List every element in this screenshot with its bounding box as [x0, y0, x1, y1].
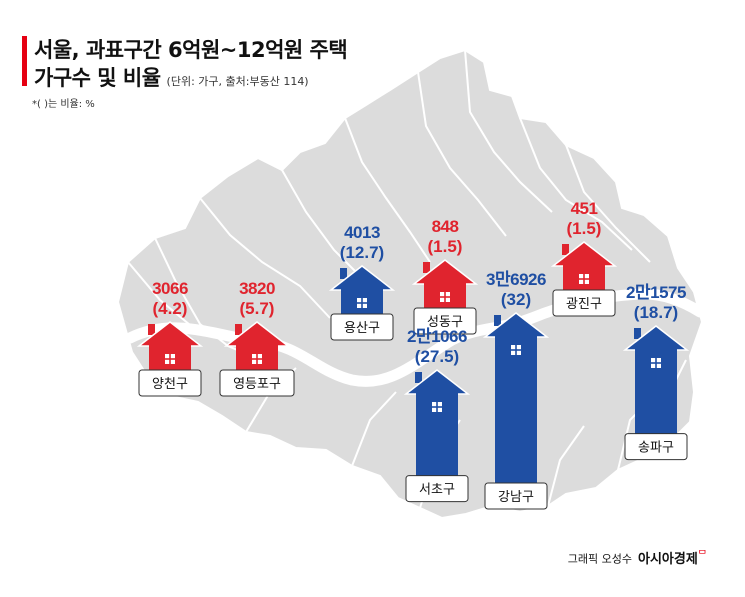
house-bar-group: 848(1.5) 성동구	[411, 217, 479, 335]
house-chimney	[562, 244, 569, 255]
house-chimney	[415, 372, 422, 383]
ratio-label: (32)	[501, 290, 531, 309]
value-label: 3066	[152, 279, 188, 298]
category-label: 서초구	[419, 483, 455, 498]
category-label-box	[552, 289, 616, 317]
category-label-box	[413, 307, 477, 335]
ratio-note: *( )는 비율: %	[32, 99, 95, 110]
house-bar-group: 2만1066(27.5) 서초구	[403, 327, 471, 503]
house-chimney	[148, 324, 155, 335]
brand-mark: ᄆ	[697, 550, 707, 562]
house-bar-group: 4013(12.7) 용산구	[328, 223, 396, 341]
category-label: 성동구	[427, 315, 463, 330]
house-chimney	[634, 328, 641, 339]
chart-marks: 3066(4.2) 양천구 3820(5.7) 영등포구 4013(12.7) 용산구 84…	[136, 199, 690, 510]
ratio-label: (5.7)	[240, 299, 275, 318]
category-label-box	[624, 433, 688, 461]
category-label: 광진구	[566, 297, 602, 312]
house-chimney	[423, 262, 430, 273]
value-label: 4013	[344, 223, 380, 242]
category-label-box	[484, 482, 548, 510]
house-bar	[495, 336, 537, 487]
category-label: 송파구	[638, 441, 674, 456]
house-bar-group: 451(1.5) 광진구	[550, 199, 618, 317]
chart-subtitle-line: 가구수 및 비율 (단위: 가구, 출처:부동산 114)	[34, 62, 309, 92]
value-label: 3만6926	[486, 270, 546, 289]
category-label: 용산구	[344, 321, 380, 336]
chart-title: 서울, 과표구간 6억원~12억원 주택	[34, 38, 348, 62]
category-label-box	[219, 369, 295, 397]
ratio-label: (1.5)	[567, 219, 602, 238]
ratio-label: (18.7)	[634, 303, 678, 322]
category-label-box	[138, 369, 202, 397]
credit-text: 그래픽 오성수	[567, 553, 632, 566]
seoul-map	[116, 48, 706, 520]
value-label: 848	[432, 217, 459, 236]
seoul-district-map	[116, 48, 704, 520]
value-label: 2만1066	[407, 327, 467, 346]
house-bar-group: 3만6926(32) 강남구	[482, 270, 550, 510]
house-bar-group: 2만1575(18.7) 송파구	[622, 283, 690, 461]
chart-title-2: 가구수 및 비율	[34, 66, 161, 90]
house-chimney	[235, 324, 242, 335]
category-label-box	[405, 475, 469, 503]
category-label: 강남구	[498, 490, 534, 505]
ratio-label: (27.5)	[415, 347, 459, 366]
unit-source-label: (단위: 가구, 출처:부동산 114)	[166, 75, 309, 88]
brand-logo: 아시아경제	[637, 552, 698, 567]
value-label: 2만1575	[626, 283, 686, 302]
house-chimney	[494, 315, 501, 326]
credit: 그래픽 오성수 아시아경제ᄆ	[568, 546, 707, 567]
category-label: 양천구	[152, 377, 188, 392]
ratio-label: (12.7)	[340, 243, 384, 262]
category-label: 영등포구	[233, 377, 281, 392]
title-accent-bar	[22, 36, 27, 86]
ratio-label: (4.2)	[153, 299, 188, 318]
value-label: 451	[571, 199, 598, 218]
house-bar-group: 3066(4.2) 양천구	[136, 279, 204, 397]
ratio-label: (1.5)	[428, 237, 463, 256]
house-bar-group: 3820(5.7) 영등포구	[219, 279, 295, 397]
value-label: 3820	[239, 279, 275, 298]
category-label-box	[330, 313, 394, 341]
house-chimney	[340, 268, 347, 279]
